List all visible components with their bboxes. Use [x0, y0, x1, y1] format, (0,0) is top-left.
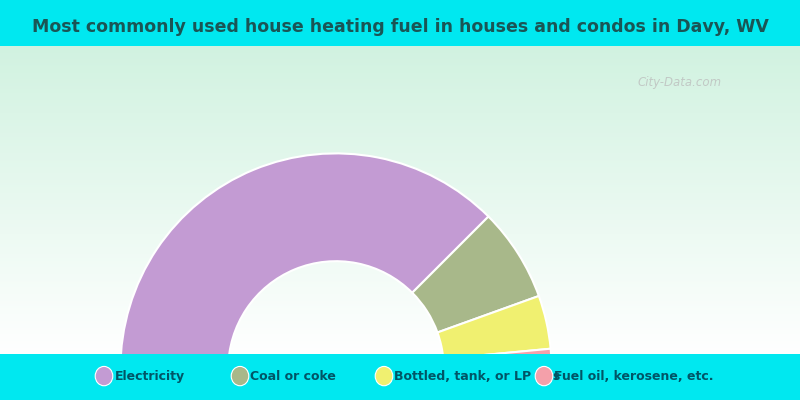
Wedge shape	[443, 349, 552, 369]
Text: Most commonly used house heating fuel in houses and condos in Davy, WV: Most commonly used house heating fuel in…	[31, 18, 769, 36]
Text: City-Data.com: City-Data.com	[638, 76, 722, 90]
Ellipse shape	[535, 366, 553, 386]
Wedge shape	[412, 216, 539, 332]
Wedge shape	[438, 296, 550, 359]
Text: Fuel oil, kerosene, etc.: Fuel oil, kerosene, etc.	[554, 370, 714, 382]
Text: Bottled, tank, or LP gas: Bottled, tank, or LP gas	[394, 370, 561, 382]
Wedge shape	[121, 154, 489, 369]
Ellipse shape	[231, 366, 249, 386]
Ellipse shape	[375, 366, 393, 386]
Text: Coal or coke: Coal or coke	[250, 370, 336, 382]
Ellipse shape	[95, 366, 113, 386]
Text: Electricity: Electricity	[114, 370, 185, 382]
